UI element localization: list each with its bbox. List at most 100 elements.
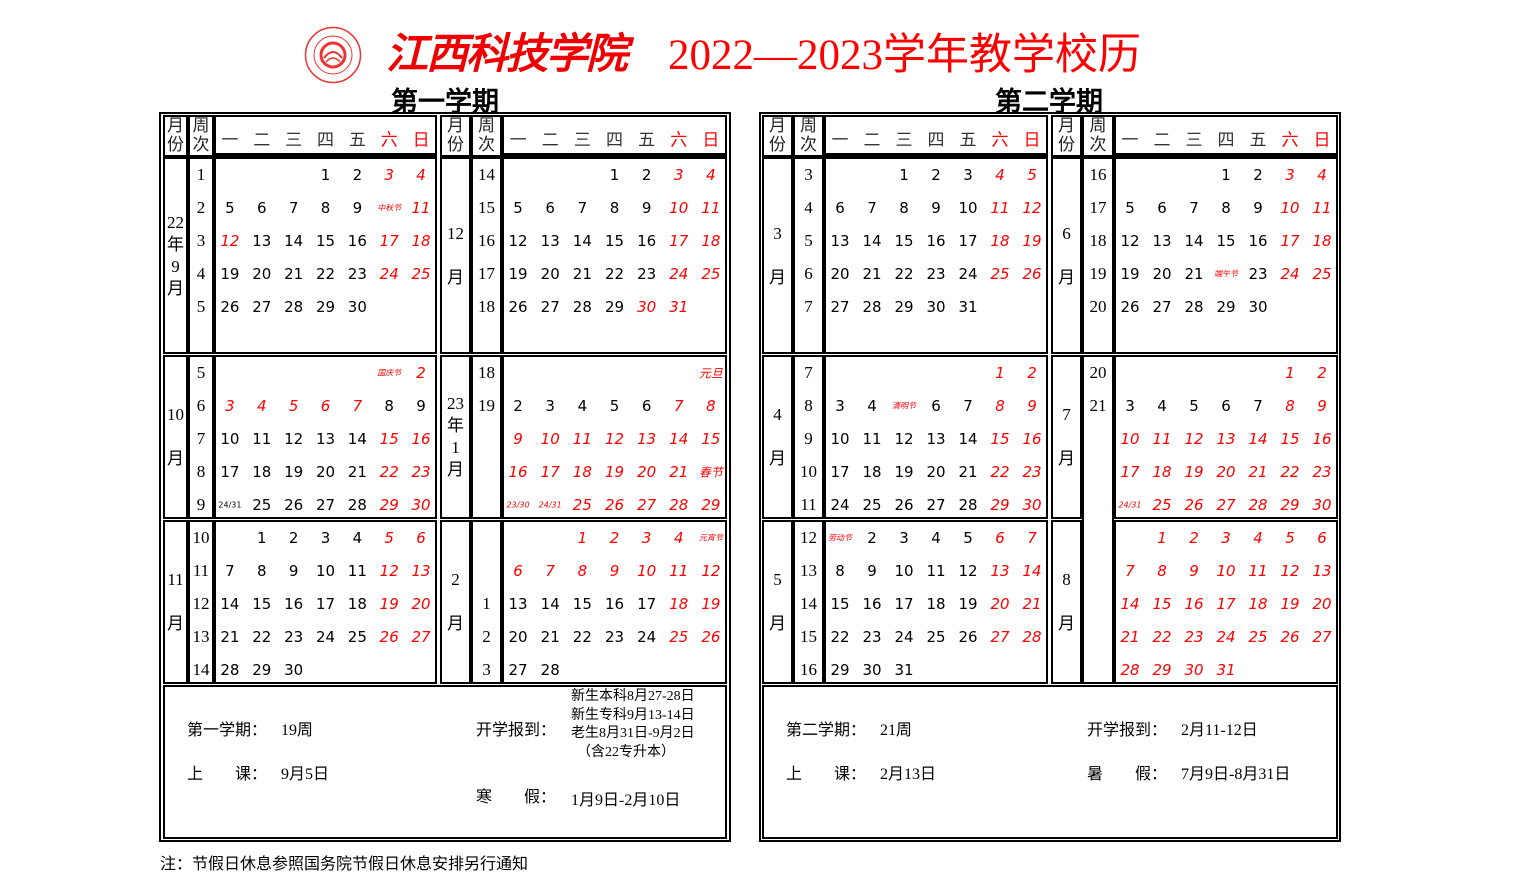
week-number: 16 <box>1089 165 1107 184</box>
weekday-label: 日 <box>702 130 720 150</box>
calendar-day: 27 <box>830 298 850 316</box>
calendar-day: 19 <box>1120 265 1140 283</box>
calendar-day: 23/30 <box>506 500 530 510</box>
weekday-label: 二 <box>1153 130 1171 150</box>
days-cell <box>214 520 437 684</box>
week-number: 20 <box>1089 297 1107 316</box>
calendar-day: 29 <box>315 298 336 316</box>
calendar-day: 30 <box>1248 298 1268 316</box>
calendar-day: 14 <box>220 595 240 613</box>
calendar-day: 26 <box>1280 628 1300 646</box>
calendar-day: 26 <box>508 298 528 316</box>
calendar-day: 16 <box>926 232 946 250</box>
calendar-day: 3 <box>963 166 973 184</box>
days-cell <box>1114 157 1338 354</box>
calendar-day: 2 <box>1253 166 1263 184</box>
calendar-day: 18 <box>1152 463 1172 481</box>
term-length-label: 第一学期： <box>187 722 268 739</box>
calendar-day: 21 <box>669 463 689 481</box>
calendar-day: 12 <box>284 430 304 448</box>
week-number: 15 <box>478 198 495 217</box>
calendar-day: 12 <box>958 562 978 580</box>
month-cell <box>440 520 471 684</box>
week-number: 11 <box>800 495 817 514</box>
calendar-day: 23 <box>1248 265 1268 283</box>
weekday-label: 一 <box>221 130 239 150</box>
calendar-day: 25 <box>347 628 367 646</box>
registration-line: 新生专科9月13-14日 <box>571 707 695 723</box>
week-number: 8 <box>196 462 206 481</box>
calendar-day: 26 <box>1120 298 1140 316</box>
calendar-day: 6 <box>257 199 267 217</box>
month-label-part: 月 <box>769 267 786 287</box>
calendar-day: 14 <box>669 430 689 448</box>
calendar-day: 22 <box>990 463 1010 481</box>
weekday-label: 五 <box>348 130 366 150</box>
calendar-day: 17 <box>1216 595 1236 613</box>
calendar-day: 2 <box>513 397 523 415</box>
calendar-day: 18 <box>862 463 882 481</box>
calendar-day: 15 <box>1152 595 1172 613</box>
week-number: 19 <box>478 396 495 415</box>
calendar-day: 9 <box>1027 397 1037 415</box>
calendar-day: 8 <box>899 199 909 217</box>
holiday-note: 注：节假日休息参照国务院节假日休息安排另行通知 <box>160 856 529 873</box>
holiday-label: 劳动节 <box>828 533 852 543</box>
calendar-day: 5 <box>225 199 235 217</box>
calendar-day: 28 <box>1248 496 1268 514</box>
calendar-day: 25 <box>572 496 592 514</box>
calendar-day: 23 <box>604 628 625 646</box>
calendar-day: 12 <box>1184 430 1204 448</box>
week-number: 7 <box>804 363 813 382</box>
calendar-day: 27 <box>637 496 657 514</box>
calendar-day: 25 <box>862 496 882 514</box>
term-length-value: 19周 <box>281 722 314 739</box>
calendar-day: 1 <box>257 529 267 547</box>
calendar-day: 29 <box>1152 661 1172 679</box>
calendar-day: 5 <box>1285 529 1295 547</box>
calendar-day: 27 <box>252 298 272 316</box>
calendar-day: 8 <box>609 199 620 217</box>
calendar-day: 6 <box>995 529 1005 547</box>
calendar-day: 30 <box>1184 661 1204 679</box>
header-weekday-cell <box>824 115 1048 157</box>
calendar-day: 12 <box>1120 232 1140 250</box>
month-label: 11 月 <box>163 520 188 684</box>
holiday-label: 春节 <box>698 465 723 480</box>
calendar-day: 25 <box>1152 496 1172 514</box>
calendar-day: 8 <box>577 562 588 580</box>
calendar-day: 15 <box>990 430 1010 448</box>
header-weekday-cell <box>502 115 727 157</box>
calendar-day: 4 <box>352 529 363 547</box>
weekday-label: 四 <box>927 130 945 150</box>
calendar-day: 27 <box>1216 496 1236 514</box>
month-label-part: 8 <box>1062 570 1071 589</box>
calendar-day: 21 <box>958 463 978 481</box>
calendar-day: 26 <box>604 496 625 514</box>
calendar-day: 21 <box>347 463 367 481</box>
calendar-day: 27 <box>926 496 946 514</box>
calendar-day: 23 <box>862 628 882 646</box>
calendar-day: 9 <box>609 562 620 580</box>
calendar-day: 11 <box>347 562 367 580</box>
calendar-day: 13 <box>990 562 1010 580</box>
calendar-day: 29 <box>830 661 850 679</box>
week-number: 15 <box>800 627 817 646</box>
calendar-day: 5 <box>963 529 973 547</box>
calendar-day: 14 <box>347 430 367 448</box>
calendar-day: 2 <box>609 529 620 547</box>
calendar-day: 16 <box>1184 595 1204 613</box>
weekday-label: 日 <box>412 130 430 150</box>
week-number: 17 <box>1089 198 1107 217</box>
registration-label: 开学报到： <box>476 722 557 739</box>
weekday-label: 六 <box>1281 130 1299 150</box>
calendar-day: 4 <box>416 166 426 184</box>
week-number: 12 <box>800 528 817 547</box>
calendar-day: 2 <box>1189 529 1199 547</box>
week-cell <box>188 157 214 354</box>
calendar-day: 25 <box>411 265 431 283</box>
header-month-cell <box>163 115 188 157</box>
weekday-label: 四 <box>606 130 623 150</box>
week-number: 1 <box>482 594 491 613</box>
